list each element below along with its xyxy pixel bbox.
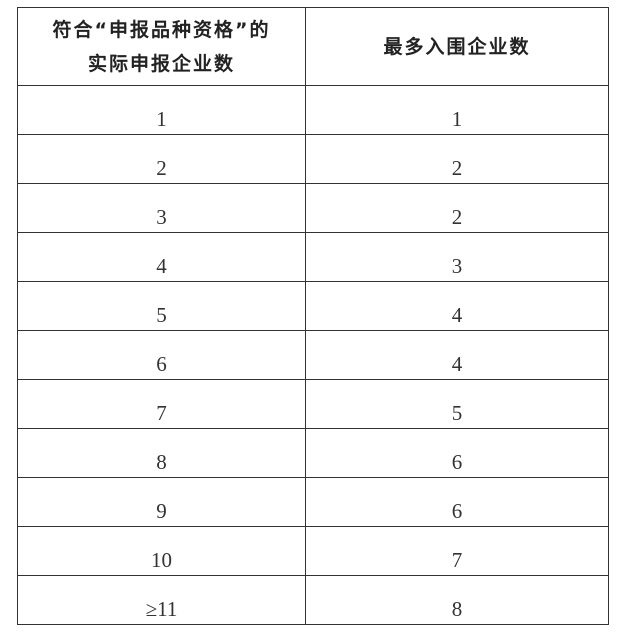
header-max-selected: 最多入围企业数 (305, 7, 609, 86)
max-selected-cell: 5 (305, 379, 609, 429)
table-row: 10 7 (17, 526, 609, 576)
max-selected-cell: 1 (305, 85, 609, 135)
max-selected-cell: 4 (305, 281, 609, 331)
max-selected-cell: 3 (305, 232, 609, 282)
applicant-count-cell: 5 (17, 281, 306, 331)
max-selected-cell: 8 (305, 575, 609, 625)
applicant-count-cell: 7 (17, 379, 306, 429)
applicant-count-cell: 6 (17, 330, 306, 380)
applicant-count-cell: 10 (17, 526, 306, 576)
max-selected-cell: 4 (305, 330, 609, 380)
applicant-count-cell: 4 (17, 232, 306, 282)
applicant-count-cell: ≥11 (17, 575, 306, 625)
header-row: 符合“申报品种资格”的 实际申报企业数 最多入围企业数 (17, 7, 609, 86)
header-line-1: 符合“申报品种资格”的 (52, 18, 271, 41)
applicant-count-cell: 8 (17, 428, 306, 478)
applicant-count-cell: 1 (17, 85, 306, 135)
max-selected-cell: 2 (305, 183, 609, 233)
applicant-count-cell: 2 (17, 134, 306, 184)
max-selected-cell: 6 (305, 477, 609, 527)
applicant-count-cell: 3 (17, 183, 306, 233)
max-selected-cell: 6 (305, 428, 609, 478)
applicant-count-cell: 9 (17, 477, 306, 527)
header-applicants: 符合“申报品种资格”的 实际申报企业数 (17, 7, 306, 86)
header-line-2: 实际申报企业数 (87, 52, 235, 75)
max-selected-cell: 2 (305, 134, 609, 184)
max-selected-cell: 7 (305, 526, 609, 576)
table-row: ≥11 8 (17, 575, 609, 625)
